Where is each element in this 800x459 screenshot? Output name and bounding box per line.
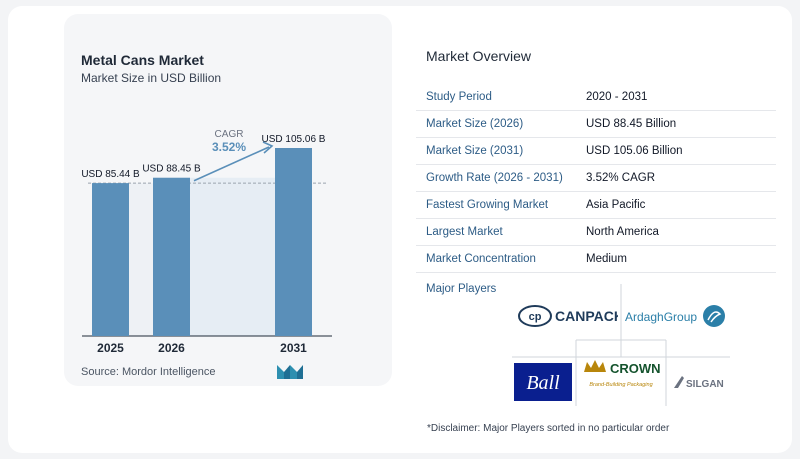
chart-title: Metal Cans Market xyxy=(81,52,204,68)
ardagh-name: ArdaghGroup xyxy=(625,310,697,324)
overview-label: Market Size (2031) xyxy=(426,145,524,157)
silgan-logo: SILGAN xyxy=(674,376,724,390)
cagr-value: 3.52% xyxy=(212,140,246,154)
crown-logo: CROWN Brand-Building Packaging xyxy=(584,360,661,388)
players-title: Major Players xyxy=(426,283,497,295)
cagr-label: CAGR xyxy=(215,129,244,140)
ardagh-logo: ArdaghGroup xyxy=(625,305,725,327)
mordor-logo-icon xyxy=(277,365,303,379)
overview-row: Study Period 2020 - 2031 xyxy=(416,84,776,111)
canpack-logo: cp CANPACK xyxy=(518,305,618,327)
overview-row: Market Size (2031) USD 105.06 Billion xyxy=(416,138,776,165)
crown-name: CROWN xyxy=(610,361,661,376)
ball-logo: Ball xyxy=(514,363,572,401)
disclaimer: *Disclaimer: Major Players sorted in no … xyxy=(427,423,670,434)
crown-tagline: Brand-Building Packaging xyxy=(589,382,653,388)
overview-label: Market Size (2026) xyxy=(426,118,524,130)
overview-row: Largest Market North America xyxy=(416,219,776,246)
overview-value: 2020 - 2031 xyxy=(586,91,648,103)
overview-value: Medium xyxy=(586,253,627,265)
overview-value: 3.52% CAGR xyxy=(586,172,656,184)
x-tick-2025: 2025 xyxy=(97,341,124,355)
overview-table: Study Period 2020 - 2031 Market Size (202… xyxy=(416,84,776,273)
source-note: Source: Mordor Intelligence xyxy=(81,366,216,378)
bar-2031 xyxy=(275,148,312,336)
overview-label: Market Concentration xyxy=(426,253,536,265)
data-label-2025: USD 85.44 B xyxy=(81,169,140,180)
overview-value: USD 105.06 Billion xyxy=(586,145,683,157)
x-tick-2031: 2031 xyxy=(280,341,307,355)
cagr-arrowhead xyxy=(262,141,274,154)
crown-emblem-icon xyxy=(584,360,606,372)
chart-subtitle: Market Size in USD Billion xyxy=(81,71,222,85)
gap-shade xyxy=(129,183,153,336)
overview-title: Market Overview xyxy=(426,48,532,64)
bar-chart: USD 85.44 B 2025 USD 88.45 B 2026 USD 105.06… xyxy=(81,129,332,355)
cagr-arrow xyxy=(193,146,270,182)
overview-row: Market Size (2026) USD 88.45 Billion xyxy=(416,111,776,138)
overview-row: Fastest Growing Market Asia Pacific xyxy=(416,192,776,219)
silgan-emblem-icon xyxy=(674,376,684,388)
overview-value: Asia Pacific xyxy=(586,199,646,211)
overview-label: Largest Market xyxy=(426,226,503,238)
canpack-name: CANPACK xyxy=(555,308,618,324)
overview-label: Study Period xyxy=(426,91,492,103)
data-label-2031: USD 105.06 B xyxy=(262,134,326,145)
overview-row: Growth Rate (2026 - 2031) 3.52% CAGR xyxy=(416,165,776,192)
ardagh-emblem-icon xyxy=(703,305,725,327)
bar-2026 xyxy=(153,177,190,336)
x-tick-2026: 2026 xyxy=(158,341,185,355)
ball-name: Ball xyxy=(526,372,560,394)
silgan-name: SILGAN xyxy=(686,379,724,390)
canpack-mark: cp xyxy=(529,311,542,323)
forecast-shade xyxy=(190,177,275,336)
overview-value: USD 88.45 Billion xyxy=(586,118,677,130)
overview-value: North America xyxy=(586,226,659,238)
data-label-2026: USD 88.45 B xyxy=(142,164,201,175)
overview-label: Growth Rate (2026 - 2031) xyxy=(426,172,563,184)
overview-label: Fastest Growing Market xyxy=(426,199,549,211)
overview-row: Market Concentration Medium xyxy=(416,246,776,273)
bar-2025 xyxy=(92,183,129,336)
